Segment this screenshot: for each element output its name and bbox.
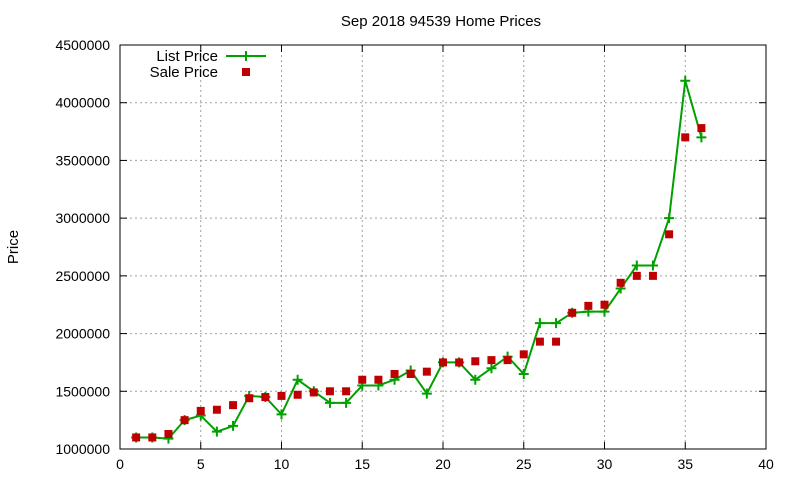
series-layer (131, 75, 707, 444)
sale-price-point (180, 416, 189, 425)
sale-price-point (422, 367, 431, 376)
list-price-point (470, 374, 481, 385)
sale-price-point (148, 433, 157, 442)
y-tick-label: 2500000 (55, 268, 110, 284)
y-tick-label: 3000000 (55, 210, 110, 226)
legend-marker-list-price (241, 51, 251, 61)
sale-price-point (309, 388, 318, 397)
legend-swatch-sale-price (242, 68, 250, 76)
sale-price-point (584, 301, 593, 310)
sale-price-point (535, 337, 544, 346)
y-axis-label: Price (5, 230, 22, 264)
list-price-point (276, 409, 287, 420)
list-price-point (551, 318, 562, 329)
list-price-point (486, 363, 497, 374)
sale-price-point (455, 358, 464, 367)
sale-price-point (519, 350, 528, 359)
sale-price-point (245, 394, 254, 403)
sale-price-point (261, 393, 270, 402)
x-tick-label: 35 (677, 456, 693, 472)
list-price-point (680, 75, 691, 86)
sale-price-point (681, 133, 690, 142)
sale-price-point (325, 387, 334, 396)
list-price-point (696, 132, 707, 143)
sale-price-point (665, 230, 674, 239)
y-axis-ticks: 1000000 1500000 2000000 2500000 3000000 35000… (55, 37, 766, 457)
list-price-point (292, 374, 303, 385)
sale-price-point (697, 124, 706, 133)
y-tick-label: 4000000 (55, 95, 110, 111)
x-tick-label: 30 (597, 456, 613, 472)
list-price-point (631, 260, 642, 271)
y-tick-label: 3500000 (55, 152, 110, 168)
sale-price-point (600, 300, 609, 309)
x-tick-label: 15 (354, 456, 370, 472)
chart-title: Sep 2018 94539 Home Prices (341, 13, 541, 30)
sale-price-point (358, 375, 367, 384)
x-tick-label: 20 (435, 456, 451, 472)
sale-price-point (406, 369, 415, 378)
list-price-point (421, 388, 432, 399)
list-price-point (664, 213, 675, 224)
sale-price-point (568, 308, 577, 317)
legend-label-list-price: List Price (156, 48, 218, 65)
sale-price-point (132, 433, 141, 442)
sale-price-point (471, 357, 480, 366)
sale-price-point (277, 391, 286, 400)
list-price-point (534, 318, 545, 329)
x-tick-label: 5 (197, 456, 205, 472)
sale-price-point (503, 356, 512, 365)
y-tick-label: 4500000 (55, 37, 110, 53)
sale-price-point (487, 356, 496, 365)
y-tick-label: 2000000 (55, 326, 110, 342)
sale-price-point (439, 358, 447, 367)
x-tick-label: 0 (116, 456, 124, 472)
x-axis-ticks: 0 5 10 15 20 25 30 35 40 (116, 45, 774, 472)
sale-price-point (616, 278, 625, 287)
list-price-point (228, 420, 239, 431)
sale-price-point (212, 405, 221, 414)
list-price-point (518, 368, 529, 379)
list-price-point (647, 260, 658, 271)
sale-price-point (229, 401, 238, 410)
sale-price-point (632, 271, 641, 280)
sale-price-point (390, 369, 399, 378)
list-price-point (324, 397, 335, 408)
legend: List Price Sale Price (150, 48, 266, 81)
sale-price-point (164, 429, 173, 438)
x-tick-label: 40 (758, 456, 774, 472)
grid-lines (120, 45, 766, 449)
sale-price-point (648, 271, 657, 280)
list-price-point (341, 397, 352, 408)
sale-price-point (196, 406, 205, 415)
sale-price-point (552, 337, 561, 346)
sale-price-point (374, 375, 383, 384)
y-tick-label: 1500000 (55, 383, 110, 399)
x-tick-label: 25 (516, 456, 532, 472)
sale-price-point (342, 387, 351, 396)
legend-label-sale-price: Sale Price (150, 64, 218, 81)
series-line-list-price (136, 79, 703, 440)
sale-price-point (293, 390, 302, 399)
y-tick-label: 1000000 (55, 441, 110, 457)
x-tick-label: 10 (274, 456, 290, 472)
list-price-point (211, 426, 222, 437)
